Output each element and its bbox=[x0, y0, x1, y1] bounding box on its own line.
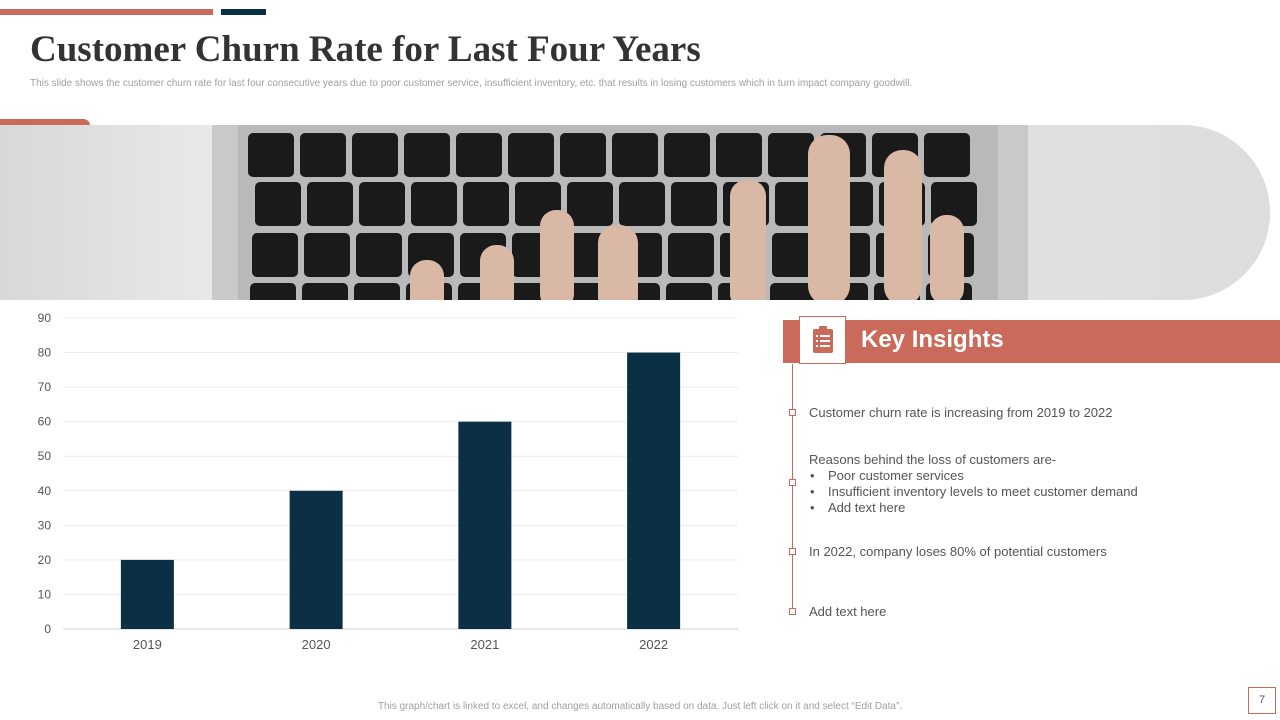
key-insights-title: Key Insights bbox=[861, 326, 1004, 353]
insight-bullet: Add text here bbox=[809, 500, 1138, 516]
y-tick-label: 0 bbox=[44, 622, 51, 636]
key-insights-header bbox=[783, 320, 1280, 363]
timeline-dot bbox=[789, 479, 796, 486]
y-tick-label: 20 bbox=[38, 553, 52, 567]
x-tick-label: 2019 bbox=[133, 637, 162, 652]
y-tick-label: 40 bbox=[38, 484, 52, 498]
y-tick-label: 30 bbox=[38, 518, 52, 532]
footer-note: This graph/chart is linked to excel, and… bbox=[377, 701, 903, 712]
x-tick-label: 2021 bbox=[470, 637, 499, 652]
timeline-dot bbox=[789, 608, 796, 615]
y-tick-label: 70 bbox=[38, 380, 52, 394]
bar-2019 bbox=[120, 559, 174, 629]
timeline-dot bbox=[789, 548, 796, 555]
timeline-dot bbox=[789, 409, 796, 416]
y-tick-label: 80 bbox=[38, 346, 52, 360]
bar-2021 bbox=[458, 421, 512, 629]
clipboard-icon bbox=[799, 316, 846, 364]
y-tick-label: 90 bbox=[38, 311, 52, 325]
keyboard-photo bbox=[0, 125, 1270, 300]
timeline-line bbox=[792, 364, 793, 614]
insight-item-4: Add text here bbox=[809, 604, 887, 619]
insight-bullet: Poor customer services bbox=[809, 468, 1138, 484]
insight-bullet-list: Poor customer services Insufficient inve… bbox=[809, 468, 1138, 516]
insight-bullet: Insufficient inventory levels to meet cu… bbox=[809, 484, 1138, 500]
decorative-bar-dark bbox=[221, 9, 266, 15]
insight-item-1: Customer churn rate is increasing from 2… bbox=[809, 405, 1113, 420]
x-tick-label: 2020 bbox=[302, 637, 331, 652]
insight-item-2: Reasons behind the loss of customers are… bbox=[809, 452, 1138, 516]
y-tick-label: 60 bbox=[38, 415, 52, 429]
hero-image bbox=[0, 125, 1270, 300]
y-tick-label: 50 bbox=[38, 449, 52, 463]
bar-2022 bbox=[627, 352, 681, 629]
insight-item-2-heading: Reasons behind the loss of customers are… bbox=[809, 452, 1057, 467]
y-tick-label: 10 bbox=[38, 587, 52, 601]
x-tick-label: 2022 bbox=[639, 637, 668, 652]
churn-bar-chart: 0 10 20 30 40 50 60 70 80 90 2019 2020 2021 2022 bbox=[0, 305, 760, 665]
page-number: 7 bbox=[1248, 687, 1276, 714]
page-subtitle: This slide shows the customer churn rate… bbox=[30, 78, 913, 89]
chart-canvas: 0 10 20 30 40 50 60 70 80 90 2019 2020 2021 2022 bbox=[38, 311, 738, 652]
decorative-bar-accent bbox=[0, 9, 213, 15]
page-title: Customer Churn Rate for Last Four Years bbox=[30, 29, 701, 70]
bar-2020 bbox=[289, 490, 343, 629]
insight-item-3: In 2022, company loses 80% of potential … bbox=[809, 544, 1107, 559]
